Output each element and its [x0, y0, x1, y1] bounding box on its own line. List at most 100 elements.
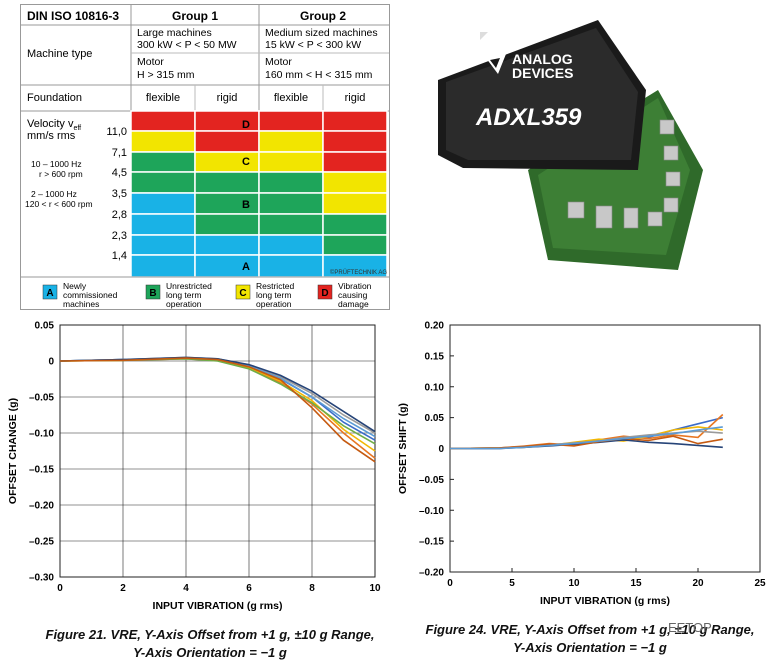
- figure24-caption: Figure 24. VRE, Y-Axis Offset from +1 g,…: [420, 621, 760, 657]
- zone-cell-d: [322, 110, 388, 132]
- y-tick-label: 0: [48, 357, 54, 368]
- plot-area: [449, 324, 761, 573]
- zone-cell-d: [130, 110, 196, 132]
- zone-cell-c: [322, 171, 388, 194]
- x-tick-label: 15: [630, 578, 642, 589]
- velocity-label: Velocity veff: [27, 118, 81, 132]
- y-tick-label: –0.25: [29, 537, 54, 548]
- zone-cell-b: [194, 213, 260, 236]
- zone-cell-a: [130, 213, 196, 236]
- x-tick-label: 25: [754, 578, 766, 589]
- x-tick-label: 2: [120, 583, 126, 594]
- zone-cell-a: [130, 192, 196, 215]
- zone-cell-a: [130, 254, 196, 278]
- legend-swatch-a: [42, 284, 58, 300]
- g1-power: 300 kW < P < 50 MW: [137, 39, 237, 51]
- zone-cell-a: [194, 234, 260, 256]
- plot-area: [59, 324, 376, 578]
- zone-cell-b: [194, 171, 260, 194]
- legend-letter-b: B: [149, 288, 156, 299]
- y-tick-label: –0.30: [29, 573, 54, 584]
- figure24-chart: 0 5 10 15 20 25 0.20 0.15 0.10 0.05 0 –0.05 –0.10 –0.…: [395, 315, 780, 620]
- legend-swatch-c: [235, 284, 251, 300]
- legend-letter-d: D: [321, 288, 328, 299]
- g1-machine: Large machines: [137, 27, 212, 39]
- g1-motor: Motor: [137, 56, 164, 68]
- zone-letter-b: B: [242, 199, 250, 211]
- legend-a-line: Newly: [63, 281, 87, 291]
- foundation-g2-flexible: flexible: [274, 92, 308, 104]
- foundation-g2-rigid: rigid: [345, 92, 366, 104]
- zone-cell-b: [322, 234, 388, 256]
- g2-machine: Medium sized machines: [265, 27, 378, 39]
- caption-line: Y-Axis Orientation = −1 g: [133, 645, 287, 660]
- freq2-rpm: 120 < r < 600 rpm: [25, 199, 93, 209]
- x-tick-label: 20: [692, 578, 704, 589]
- iso-10816-table: DIN ISO 10816-3 Group 1 Group 2 Machine …: [20, 4, 390, 310]
- figure21-svg: 0 2 4 6 8 10 0.05 0 –0.05 –0.10 –0.15 –0.20 –0.25 –0.…: [7, 321, 381, 613]
- foundation-g1-flexible: flexible: [146, 92, 180, 104]
- y-tick-label: –0.05: [419, 475, 444, 486]
- caption-line: Figure 21. VRE, Y-Axis Offset from +1 g,…: [45, 627, 375, 642]
- zone-cell-b: [130, 171, 196, 194]
- figure21-caption: Figure 21. VRE, Y-Axis Offset from +1 g,…: [40, 626, 380, 662]
- legend-swatch-d: [317, 284, 333, 300]
- level-label: 1,4: [112, 250, 127, 262]
- y-tick-label: –0.05: [29, 393, 54, 404]
- figure21-chart: 0 2 4 6 8 10 0.05 0 –0.05 –0.10 –0.15 –0.20 –0.25 –0.…: [0, 315, 390, 620]
- legend-letter-c: C: [239, 288, 246, 299]
- legend-c-line: long term: [256, 290, 291, 300]
- x-tick-label: 6: [246, 583, 252, 594]
- zone-cell-d: [322, 130, 388, 153]
- zone-cell-b: [130, 151, 196, 173]
- level-label: 2,3: [112, 230, 127, 242]
- zone-cell-d: [258, 110, 324, 132]
- group1-header: Group 1: [172, 9, 218, 23]
- x-tick-label: 0: [447, 578, 453, 589]
- x-tick-label: 0: [57, 583, 63, 594]
- foundation-label: Foundation: [27, 92, 82, 104]
- zone-cell-a: [130, 234, 196, 256]
- zone-cell-a: [258, 254, 324, 278]
- y-tick-label: –0.10: [419, 506, 444, 517]
- zone-cell-b: [258, 213, 324, 236]
- zone-cell-c: [130, 130, 196, 153]
- zone-cell-d: [322, 151, 388, 173]
- y-tick-label: –0.20: [419, 568, 444, 579]
- caption-line: Figure 24. VRE, Y-Axis Offset from +1 g,…: [425, 622, 755, 637]
- g2-motor: Motor: [265, 56, 292, 68]
- y-tick-label: 0.10: [425, 382, 445, 393]
- x-axis-label: INPUT VIBRATION (g rms): [540, 595, 670, 607]
- x-tick-label: 10: [568, 578, 580, 589]
- x-tick-label: 4: [183, 583, 189, 594]
- y-tick-label: 0.15: [425, 351, 445, 362]
- foundation-g1-rigid: rigid: [217, 92, 238, 104]
- level-label: 2,8: [112, 209, 127, 221]
- legend-a-line: commissioned: [63, 290, 118, 300]
- y-tick-label: –0.15: [29, 465, 54, 476]
- zone-grid: [130, 110, 388, 278]
- legend-b-line: operation: [166, 299, 202, 309]
- part-number: ADXL359: [475, 104, 582, 131]
- y-tick-label: –0.20: [29, 501, 54, 512]
- pin1-marker: [480, 32, 488, 40]
- y-tick-label: 0.05: [35, 321, 55, 332]
- legend-c-line: Restricted: [256, 281, 295, 291]
- legend: A Newly commissioned machines B Unrestri…: [42, 281, 372, 309]
- y-tick-label: 0: [438, 444, 444, 455]
- x-tick-label: 5: [509, 578, 515, 589]
- machine-type-label: Machine type: [27, 48, 92, 60]
- level-label: 4,5: [112, 167, 127, 179]
- x-axis-label: INPUT VIBRATION (g rms): [153, 600, 283, 612]
- freq1-rpm: r > 600 rpm: [39, 169, 83, 179]
- y-tick-label: –0.15: [419, 537, 444, 548]
- figure24-svg: 0 5 10 15 20 25 0.20 0.15 0.10 0.05 0 –0.05 –0.10 –0.…: [397, 321, 766, 608]
- zone-cell-b: [322, 213, 388, 236]
- legend-d-line: Vibration: [338, 281, 372, 291]
- freq2-label: 2 – 1000 Hz: [31, 189, 77, 199]
- caption-line: Y-Axis Orientation = −1 g: [513, 640, 667, 655]
- watermark: EETOP: [668, 620, 712, 635]
- series-line-s8: [59, 357, 376, 463]
- adxl359-chip-image: ANALOG DEVICES ADXL359: [428, 20, 708, 270]
- zone-letter-a: A: [242, 261, 250, 273]
